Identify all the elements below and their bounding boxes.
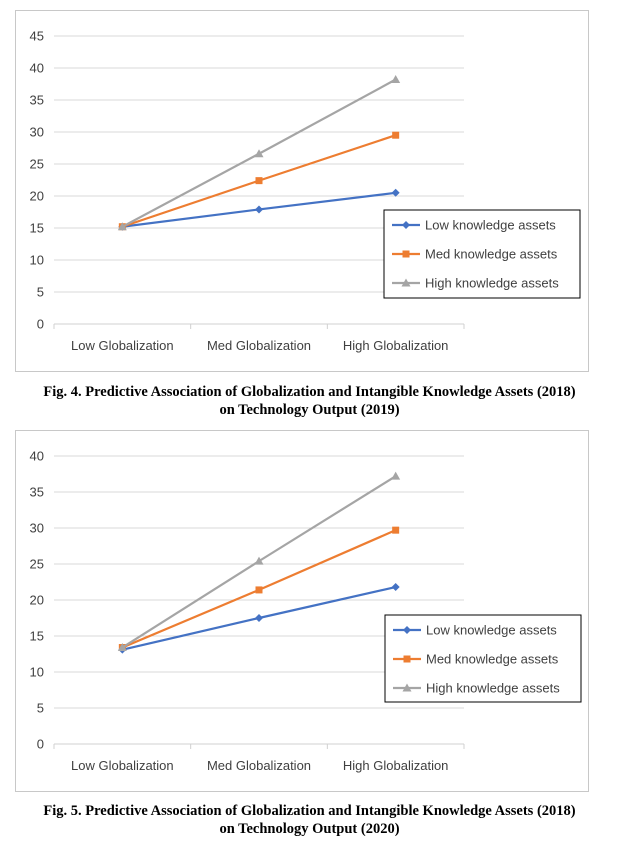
chart-1-frame: 0 5 10 15 20 25 30 35 40 45 Low Globalization Med G… <box>15 10 589 372</box>
legend-marker <box>402 221 410 229</box>
x-tick-label: Med Globalization <box>207 338 311 353</box>
series-3 <box>117 471 401 652</box>
data-point <box>254 556 264 565</box>
data-point <box>391 188 400 197</box>
data-point <box>255 205 263 214</box>
y-tick-label: 35 <box>30 485 44 500</box>
legend-label: High knowledge assets <box>426 681 560 696</box>
y-tick-label: 20 <box>30 189 44 204</box>
series-2 <box>118 526 400 652</box>
y-tick-label: 40 <box>30 449 44 464</box>
y-tick-label: 40 <box>30 61 44 76</box>
y-tick-label: 5 <box>37 701 44 716</box>
y-tick-label: 0 <box>37 737 44 752</box>
chart-2: 0 5 10 15 20 25 30 35 40 Low Globalization Med Glo… <box>30 449 582 773</box>
y-tick-label: 0 <box>37 317 44 332</box>
y-tick-label: 30 <box>30 125 44 140</box>
legend-marker <box>403 655 411 663</box>
chart-1-caption-line-2: on Technology Output (2019) <box>219 402 400 418</box>
data-point <box>392 131 400 139</box>
chart-2-caption: Fig. 5. Predictive Association of Global… <box>0 802 619 838</box>
legend-marker <box>402 250 410 258</box>
series-1 <box>118 188 400 231</box>
data-point <box>392 526 400 534</box>
y-tick-label: 25 <box>30 557 44 572</box>
data-point <box>254 149 264 158</box>
series-1 <box>118 583 400 654</box>
legend-label: High knowledge assets <box>425 276 559 291</box>
y-tick-label: 5 <box>37 285 44 300</box>
series-2 <box>118 131 400 231</box>
chart-2-caption-line-2: on Technology Output (2020) <box>219 821 400 837</box>
chart-1-caption: Fig. 4. Predictive Association of Global… <box>0 383 619 419</box>
x-tick-label: High Globalization <box>343 758 449 773</box>
data-point <box>255 614 263 622</box>
chart-2-frame: 0 5 10 15 20 25 30 35 40 Low Globalization Med Glo… <box>15 430 589 792</box>
data-point <box>255 586 263 594</box>
chart-2-caption-line-1: Fig. 5. Predictive Association of Global… <box>43 803 576 819</box>
y-tick-label: 10 <box>30 253 44 268</box>
x-tick-label: Low Globalization <box>71 338 174 353</box>
legend: Low knowledge assets Med knowledge assets… <box>383 209 581 299</box>
data-point <box>255 177 263 185</box>
x-tick-label: Low Globalization <box>71 758 174 773</box>
series-3 <box>117 75 401 231</box>
legend-label: Med knowledge assets <box>425 247 558 262</box>
legend-marker <box>403 626 411 634</box>
legend-marker <box>402 683 412 692</box>
y-tick-label: 15 <box>30 221 44 236</box>
legend-label: Med knowledge assets <box>426 652 559 667</box>
x-tick-label: High Globalization <box>343 338 449 353</box>
data-point <box>117 222 127 231</box>
x-tick-label: Med Globalization <box>207 758 311 773</box>
data-point <box>391 471 401 480</box>
chart-1-caption-line-1: Fig. 4. Predictive Association of Global… <box>43 384 576 400</box>
legend-marker <box>401 278 411 287</box>
y-tick-label: 10 <box>30 665 44 680</box>
y-tick-label: 20 <box>30 593 44 608</box>
y-tick-label: 45 <box>30 29 44 44</box>
legend: Low knowledge assets Med knowledge assets… <box>384 614 582 703</box>
data-point <box>391 583 400 592</box>
legend-label: Low knowledge assets <box>426 623 557 638</box>
y-tick-label: 35 <box>30 93 44 108</box>
y-tick-label: 25 <box>30 157 44 172</box>
data-point <box>117 643 127 652</box>
data-point <box>391 75 401 84</box>
y-tick-label: 15 <box>30 629 44 644</box>
legend-label: Low knowledge assets <box>425 218 556 233</box>
chart-1: 0 5 10 15 20 25 30 35 40 45 Low Globalization Med G… <box>30 29 581 353</box>
y-tick-label: 30 <box>30 521 44 536</box>
